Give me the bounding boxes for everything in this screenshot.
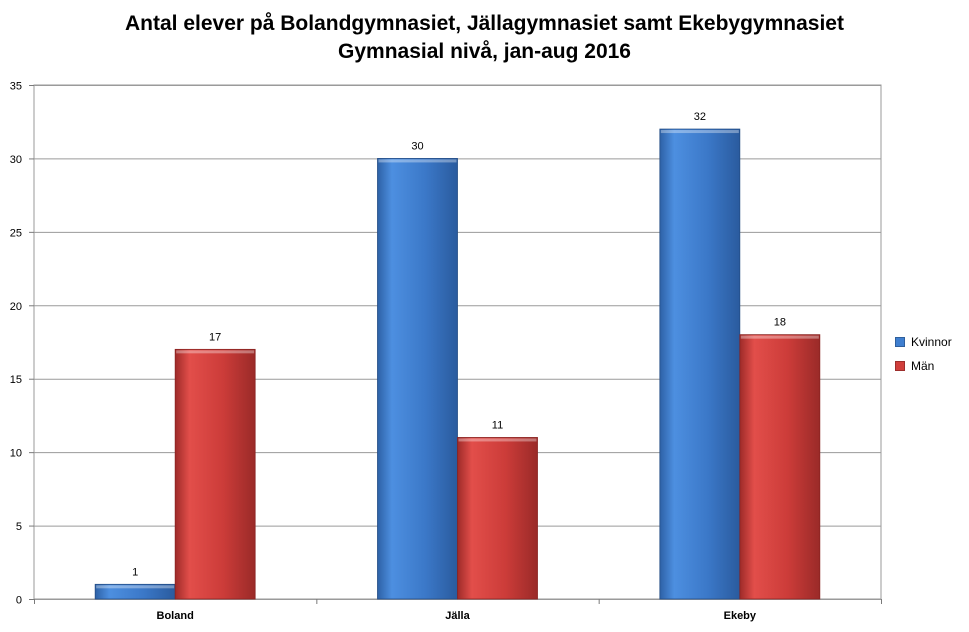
bar-highlight	[660, 130, 739, 134]
y-tick-label: 15	[10, 374, 22, 386]
y-tick-label: 10	[10, 448, 22, 460]
bar-highlight	[378, 159, 457, 163]
data-label: 17	[209, 331, 221, 343]
legend-label-man: Män	[911, 359, 935, 373]
x-tick-label: Jälla	[445, 610, 470, 622]
y-tick-label: 35	[10, 81, 22, 93]
legend-item-kvinnor: Kvinnor	[895, 330, 952, 354]
bar-highlight	[176, 350, 255, 354]
data-label: 32	[694, 111, 706, 123]
data-label: 11	[492, 419, 503, 431]
chart-subtitle: Gymnasial nivå, jan-aug 2016	[338, 40, 631, 63]
data-label: 1	[132, 566, 138, 578]
legend-swatch-kvinnor	[895, 337, 905, 347]
y-tick-label: 20	[10, 301, 22, 313]
y-tick-label: 0	[16, 595, 22, 607]
chart-title-block: Antal elever på Bolandgymnasiet, Jällagy…	[0, 10, 969, 66]
bar-highlight	[740, 335, 819, 339]
data-label: 30	[411, 140, 423, 152]
bar-kvinnor-ekeby	[659, 128, 741, 600]
chart-legend: Kvinnor Män	[895, 330, 952, 378]
y-tick-label: 5	[16, 521, 22, 533]
data-label: 18	[774, 317, 786, 329]
legend-swatch-man	[895, 361, 905, 371]
bar-mn-jlla	[457, 437, 538, 600]
bar-mn-ekeby	[739, 334, 821, 600]
bar-mn-boland	[174, 348, 256, 600]
y-tick-label: 25	[10, 227, 22, 239]
x-tick-label: Boland	[157, 610, 194, 622]
x-tick-label: Ekeby	[724, 610, 757, 622]
bar-highlight	[96, 585, 175, 589]
bar-highlight	[458, 438, 537, 442]
y-tick-label: 30	[10, 154, 22, 166]
legend-item-man: Män	[895, 354, 952, 378]
chart-title: Antal elever på Bolandgymnasiet, Jällagy…	[125, 12, 844, 35]
legend-label-kvinnor: Kvinnor	[911, 335, 952, 349]
bar-kvinnor-jlla	[377, 158, 458, 600]
